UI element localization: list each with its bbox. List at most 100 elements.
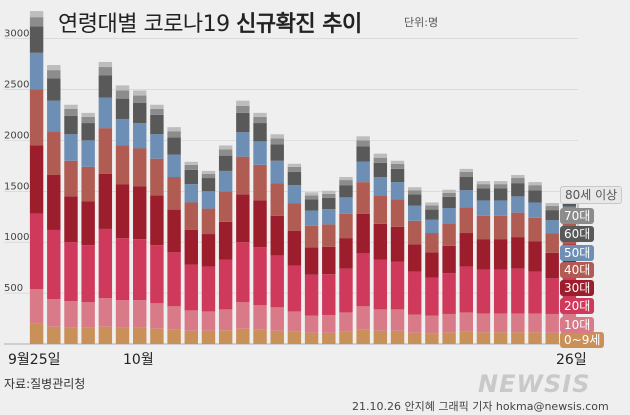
bar-segment: [304, 199, 319, 211]
bar-segment: [545, 210, 559, 221]
bar-segment: [356, 146, 370, 162]
bar-segment: [29, 323, 44, 344]
bar-segment: [459, 331, 473, 344]
credit-label: 21.10.26 안지혜 그래픽 기자 hokma@newsis.com: [352, 400, 609, 413]
bar-segment: [339, 213, 353, 239]
legend-item: 40대: [560, 262, 595, 278]
bar-segment: [64, 301, 78, 328]
bar-segment: [115, 145, 130, 185]
bar-segment: [270, 330, 284, 344]
unit-label: 단위:명: [404, 16, 439, 29]
bar-segment: [408, 220, 422, 245]
bar-segment: [150, 303, 164, 329]
bar-segment: [425, 202, 439, 206]
bar-segment: [167, 131, 181, 138]
bar-segment: [47, 131, 61, 175]
bar-segment: [115, 118, 130, 146]
bar-segment: [476, 215, 491, 240]
bar-segment: [29, 11, 44, 18]
bar-segment: [64, 115, 78, 135]
bar-segment: [408, 314, 422, 333]
bar-segment: [390, 261, 405, 310]
bar-segment: [322, 209, 336, 225]
bar-segment: [29, 213, 44, 290]
bar-segment: [64, 108, 78, 116]
bar-segment: [236, 242, 250, 303]
bar-segment: [528, 202, 542, 218]
bar-segment: [459, 312, 473, 332]
bar-segment: [339, 185, 353, 198]
bar-segment: [236, 132, 250, 157]
bar-segment: [115, 300, 130, 328]
bar-segment: [98, 61, 113, 68]
bar-segment: [356, 182, 370, 214]
bar-segment: [493, 181, 508, 185]
bar-segment: [493, 200, 508, 216]
bar-segment: [304, 210, 319, 226]
x-label-end: 26일: [556, 352, 587, 368]
bar-segment: [356, 161, 370, 183]
bar-segment: [339, 331, 353, 344]
bar-segment: [493, 239, 508, 270]
bar-segment: [81, 123, 95, 141]
bar-segment: [390, 226, 405, 262]
bar-segment: [390, 168, 405, 183]
bar-segment: [373, 157, 388, 163]
legend-item: 50대: [560, 245, 595, 261]
bar-segment: [304, 192, 319, 196]
bar-segment: [184, 169, 198, 185]
newsis-watermark: NEWSIS: [478, 370, 591, 398]
bar-segment: [304, 225, 319, 248]
bar-segment: [47, 326, 61, 344]
y-tick-label: 2500: [4, 79, 29, 90]
y-tick-label: 500: [4, 283, 23, 294]
bar-segment: [167, 329, 181, 344]
bar-segment: [133, 327, 147, 344]
bar-segment: [442, 208, 456, 224]
bar-segment: [115, 238, 130, 301]
bar-segment: [528, 190, 542, 203]
bar-segment: [459, 233, 473, 267]
bar-segment: [133, 102, 147, 124]
bar-segment: [322, 193, 336, 198]
bar-segment: [184, 310, 198, 331]
bar-segment: [47, 174, 61, 230]
bar-segment: [201, 170, 216, 174]
bar-segment: [253, 329, 267, 344]
bar-segment: [133, 300, 147, 328]
bar-segment: [476, 200, 491, 216]
bar-segment: [81, 201, 95, 246]
bar-segment: [64, 104, 78, 109]
bar-segment: [270, 215, 284, 256]
bar-segment: [98, 75, 113, 98]
bar-segment: [459, 171, 473, 178]
bar-segment: [390, 199, 405, 227]
bar-segment: [442, 192, 456, 197]
bar-segment: [133, 148, 147, 187]
bar-segment: [339, 268, 353, 313]
bar-segment: [201, 208, 216, 235]
bar-segment: [511, 212, 525, 238]
bar-segment: [390, 330, 405, 344]
bar-segment: [236, 302, 250, 329]
bar-segment: [339, 312, 353, 332]
bar-segment: [408, 244, 422, 272]
bar-segment: [218, 309, 233, 331]
bar-segment: [133, 239, 147, 301]
bar-segment: [511, 196, 525, 213]
bar-segment: [150, 104, 164, 109]
bar-segment: [511, 237, 525, 269]
bar-segment: [133, 123, 147, 149]
bar-segment: [29, 52, 44, 90]
bar-segment: [81, 112, 95, 117]
bar-segment: [493, 332, 508, 344]
bar-segment: [167, 154, 181, 178]
bar-segment: [545, 233, 559, 253]
bar-segment: [442, 273, 456, 314]
bar-segment: [390, 163, 405, 169]
bar-segment: [528, 217, 542, 242]
bar-segment: [47, 65, 61, 71]
bar-segment: [373, 177, 388, 196]
bar-segment: [236, 100, 250, 106]
